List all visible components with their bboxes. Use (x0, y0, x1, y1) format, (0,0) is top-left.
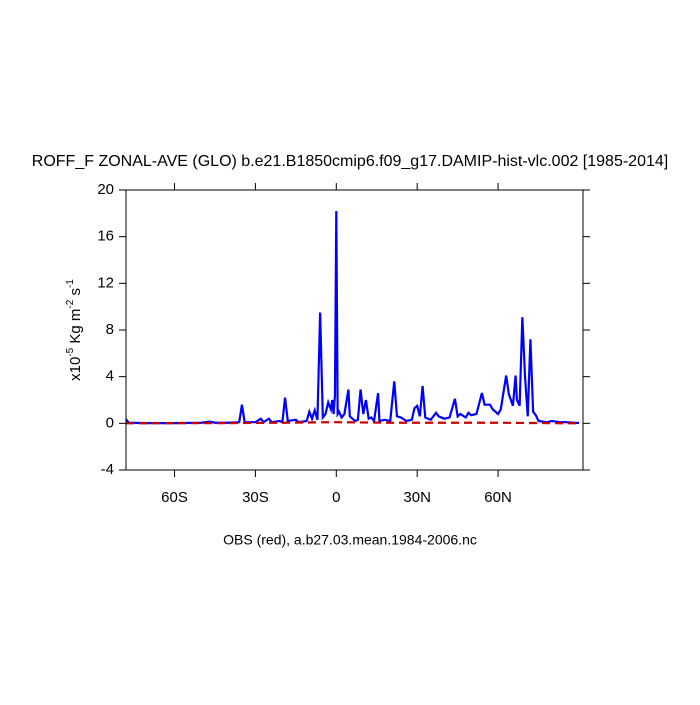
y-tick-label: 20 (97, 181, 114, 198)
series-line (125, 210, 580, 425)
x-tick-label: 30N (403, 489, 431, 506)
x-tick-label: 30S (242, 489, 269, 506)
plot-frame (125, 189, 584, 471)
y-label-part: s (67, 288, 84, 300)
y-tick-label: 0 (106, 414, 114, 431)
y-label-sup: -5 (65, 347, 76, 356)
y-tick-label: 16 (97, 228, 114, 245)
y-label-part: x10 (67, 357, 84, 381)
series-line (125, 421, 579, 425)
y-tick-label: -4 (101, 461, 114, 478)
y-tick-label: 12 (97, 274, 114, 291)
x-tick-label: 60N (484, 489, 512, 506)
y-tick-label: 8 (106, 321, 114, 338)
x-tick-label: 0 (332, 489, 340, 506)
chart-subtitle: OBS (red), a.b27.03.mean.1984-2006.nc (223, 532, 477, 548)
y-tick-label: 4 (106, 368, 114, 385)
x-tick-label: 60S (161, 489, 188, 506)
chart-title: ROFF_F ZONAL-AVE (GLO) b.e21.B1850cmip6.… (32, 153, 668, 170)
y-axis-label: x10-5 Kg m-2 s-1 (65, 279, 84, 381)
y-label-sup: -2 (65, 299, 76, 308)
y-label-sup: -1 (65, 279, 76, 288)
y-label-part: Kg m (67, 309, 84, 348)
